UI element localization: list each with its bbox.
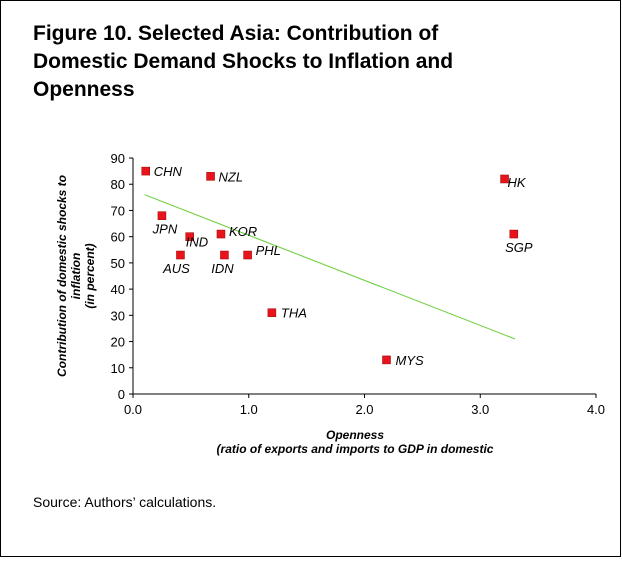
y-tick-label: 80 — [111, 177, 125, 192]
y-tick-label: 50 — [111, 256, 125, 271]
x-tick-label: 4.0 — [587, 402, 605, 417]
y-tick-label: 40 — [111, 282, 125, 297]
point-label: CHN — [154, 164, 183, 179]
point-label: JPN — [152, 222, 178, 237]
y-tick-label: 90 — [111, 151, 125, 166]
y-axis-label: (in percent) — [83, 243, 97, 308]
chart-title: Domestic Demand Shocks to Inflation and — [33, 50, 453, 73]
point — [216, 229, 226, 239]
point — [157, 211, 167, 220]
x-tick-label: 0.0 — [124, 402, 142, 417]
point — [206, 172, 215, 181]
point-label: KOR — [229, 224, 257, 239]
point — [185, 232, 194, 241]
y-tick-label: 10 — [111, 361, 125, 376]
point — [509, 229, 519, 239]
chart-title: Openness — [33, 78, 135, 101]
y-axis-label: inflation — [69, 253, 83, 300]
point-label: THA — [281, 306, 307, 321]
y-tick-label: 70 — [111, 203, 125, 218]
point — [382, 355, 391, 365]
point-label: SGP — [505, 240, 533, 255]
point — [176, 250, 185, 260]
point — [220, 250, 229, 260]
y-tick-label: 20 — [111, 335, 125, 350]
point-label: IDN — [211, 261, 234, 276]
point-label: IND — [186, 235, 208, 250]
x-tick-label: 3.0 — [471, 402, 489, 417]
x-axis-label: Openness — [326, 428, 384, 442]
x-axis-label: (ratio of exports and imports to GDP in … — [217, 442, 494, 456]
point — [243, 250, 252, 260]
point-label: HK — [508, 175, 527, 190]
source: Source: Authors’ calculations. — [33, 494, 216, 510]
point — [500, 174, 509, 184]
point-label: PHL — [256, 243, 281, 258]
chart-title: Figure 10. Selected Asia: Contribution o… — [33, 22, 439, 45]
y-tick-label: 30 — [111, 308, 125, 323]
y-axis-label: Contribution of domestic shocks to — [55, 175, 69, 377]
y-tick-label: 60 — [111, 230, 125, 245]
point-label: MYS — [395, 353, 424, 368]
point-label: NZL — [219, 169, 244, 184]
point — [141, 166, 150, 176]
x-tick-label: 2.0 — [355, 402, 373, 417]
point — [267, 308, 277, 317]
x-tick-label: 1.0 — [240, 402, 258, 417]
point-label: AUS — [162, 261, 190, 276]
trendline — [144, 194, 516, 340]
y-tick-label: 0 — [118, 387, 125, 402]
